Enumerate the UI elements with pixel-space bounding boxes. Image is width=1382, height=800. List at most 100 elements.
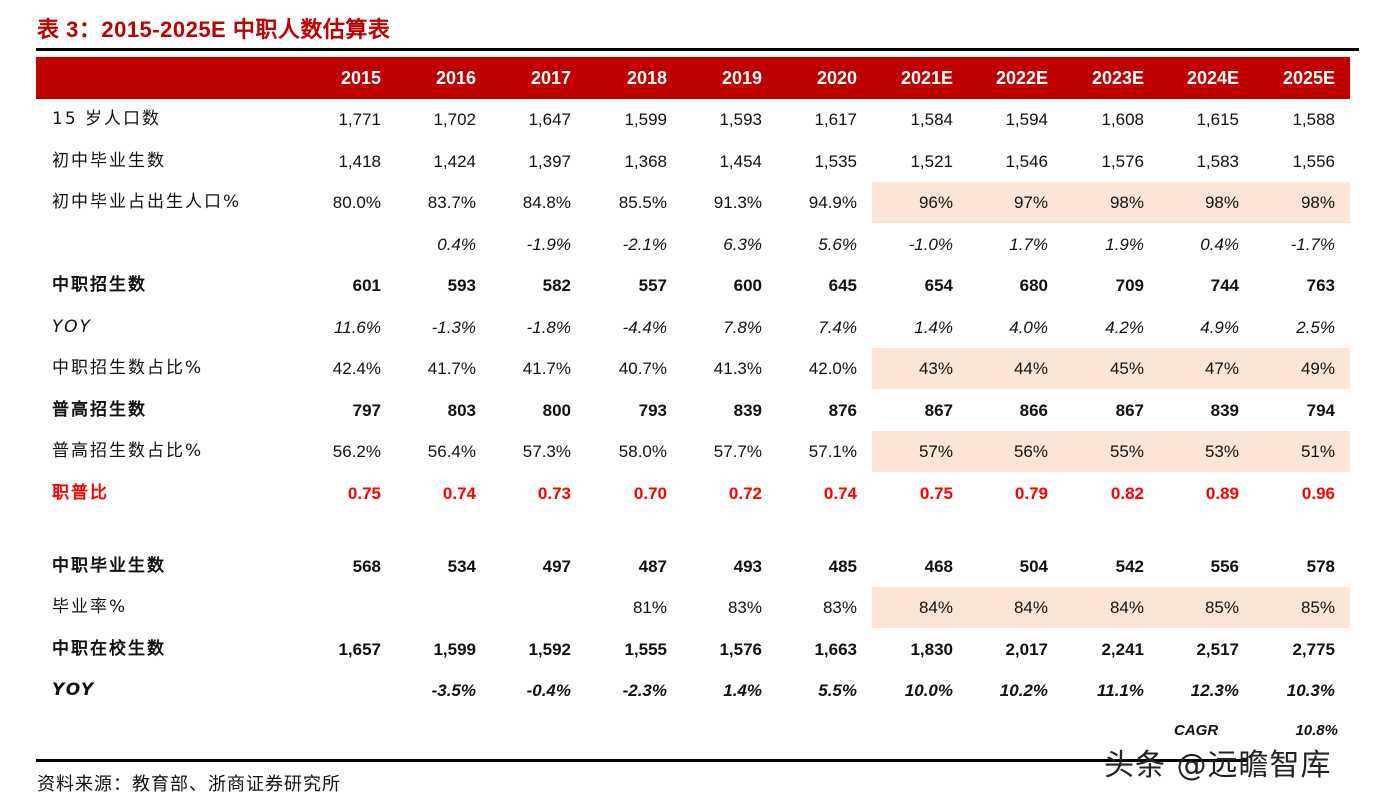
table-cell: 98% — [1109, 193, 1144, 212]
table-cell: 797 — [352, 401, 381, 420]
table-cell: 42.4% — [332, 359, 381, 378]
estimate-highlight — [872, 348, 1350, 389]
table-cell: 2,775 — [1292, 640, 1335, 659]
table-cell: 793 — [638, 401, 667, 420]
table-cell: 1,454 — [719, 152, 762, 171]
table-cell: 1,608 — [1101, 110, 1144, 129]
table-cell: 98% — [1204, 193, 1239, 212]
table-cell — [291, 224, 381, 265]
table-cell: 84% — [918, 598, 953, 617]
table-cell: 2,241 — [1101, 640, 1144, 659]
table-row: 中职在校生数 1,657 1,599 1,592 1,555 1,576 1,663 1,83… — [36, 629, 1350, 670]
table-cell: 557 — [638, 276, 667, 295]
table-cell — [291, 670, 381, 711]
table-cell: -1.8% — [526, 318, 571, 337]
table-cell: 0.73 — [537, 484, 571, 503]
table-row: 普高招生数 797 803 800 793 839 876 867 866 867 839 794 — [36, 390, 1350, 431]
table-cell: 680 — [1019, 276, 1048, 295]
table-cell: 53% — [1204, 442, 1239, 461]
table-cell: 7.4% — [818, 318, 857, 337]
table-row: 毕业率% 81% 83% 83% 84% 84% 84% 85% 85% — [36, 587, 1350, 628]
table-cell: 600 — [733, 276, 762, 295]
table-cell: 6.3% — [723, 235, 762, 254]
table-cell: 12.3% — [1190, 681, 1239, 700]
table-row: 初中毕业生数 1,418 1,424 1,397 1,368 1,454 1,535 1,52… — [36, 141, 1350, 182]
row-label: 中职招生数 — [52, 275, 147, 295]
cagr-value: 10.8% — [1295, 722, 1338, 739]
cagr-label: CAGR — [1174, 722, 1219, 739]
table-cell: -2.3% — [622, 681, 667, 700]
table-cell: 85.5% — [618, 193, 667, 212]
column-header: 2018 — [626, 68, 667, 88]
row-label: 中职毕业生数 — [52, 556, 166, 576]
table-cell: -1.9% — [526, 235, 571, 254]
table-cell: 534 — [447, 557, 476, 576]
table-cell: 51% — [1300, 442, 1335, 461]
table-row: 中职招生数占比% 42.4% 41.7% 41.7% 40.7% 41.3% 42.0% 43… — [36, 348, 1350, 389]
table-cell: 55% — [1109, 442, 1144, 461]
table-row: 中职招生数 601 593 582 557 600 645 654 680 709 744 763 — [36, 265, 1350, 306]
column-header: 2024E — [1186, 68, 1239, 88]
table-cell: 645 — [828, 276, 857, 295]
table-cell: 56.2% — [332, 442, 381, 461]
table-cell: 57.1% — [808, 442, 857, 461]
table-cell: 45% — [1109, 359, 1144, 378]
table-cell: 794 — [1306, 401, 1335, 420]
table-cell: 11.6% — [334, 318, 381, 337]
table-cell: 0.75 — [347, 484, 381, 503]
table-cell: 40.7% — [618, 359, 667, 378]
table-cell: 41.3% — [713, 359, 762, 378]
row-label: YOY — [52, 680, 96, 700]
table-cell: -1.3% — [431, 318, 476, 337]
column-header: 2016 — [435, 68, 476, 88]
table-cell: 97% — [1013, 193, 1048, 212]
table-cell: 556 — [1210, 557, 1239, 576]
table-cell: 1,521 — [910, 152, 953, 171]
column-header: 2019 — [721, 68, 762, 88]
table-cell: 94.9% — [808, 193, 857, 212]
top-divider — [36, 48, 1359, 51]
table-cell: 485 — [828, 557, 857, 576]
column-header: 2015 — [340, 68, 381, 88]
table-cell: 85% — [1204, 598, 1239, 617]
table-cell: 593 — [447, 276, 476, 295]
estimate-highlight — [872, 431, 1350, 472]
table-cell: 763 — [1306, 276, 1335, 295]
table-cell: 4.9% — [1200, 318, 1239, 337]
table-cell: 57.7% — [713, 442, 762, 461]
row-label: 普高招生数 — [52, 400, 147, 420]
table-cell: 10.2% — [999, 681, 1048, 700]
table-cell: 0.70 — [633, 484, 667, 503]
column-header: 2020 — [816, 68, 857, 88]
table-cell: 1,615 — [1196, 110, 1239, 129]
table-cell: 876 — [828, 401, 857, 420]
source-note: 资料来源：教育部、浙商证券研究所 — [37, 774, 341, 795]
watermark: 头条 @远瞻智库 — [1104, 748, 1332, 783]
table-cell: 42.0% — [808, 359, 857, 378]
table-cell: 81% — [632, 598, 667, 617]
table-cell: 10.3% — [1286, 681, 1335, 700]
row-label: 初中毕业占出生人口% — [52, 192, 242, 212]
table-cell: 568 — [352, 557, 381, 576]
table-cell: 0.96 — [1301, 484, 1335, 503]
table-cell: 98% — [1300, 193, 1335, 212]
table-cell: 56% — [1013, 442, 1048, 461]
table-cell: 601 — [352, 276, 381, 295]
table-title: 表 3：2015-2025E 中职人数估算表 — [37, 17, 391, 42]
estimate-highlight — [872, 587, 1350, 628]
table-cell: 1,594 — [1005, 110, 1048, 129]
column-header: 2025E — [1282, 68, 1335, 88]
table-cell: 43% — [918, 359, 953, 378]
table-cell: 1,583 — [1196, 152, 1239, 171]
row-label: 中职在校生数 — [52, 639, 166, 659]
column-header: 2022E — [995, 68, 1048, 88]
row-label: 毕业率% — [52, 597, 128, 617]
table-cell: 56.4% — [427, 442, 476, 461]
table-cell: 96% — [918, 193, 953, 212]
table-cell: 867 — [924, 401, 953, 420]
table-row: 职普比 0.75 0.74 0.73 0.70 0.72 0.74 0.75 0.79 0.82 0… — [36, 473, 1350, 514]
table-cell: 1,397 — [528, 152, 571, 171]
table-cell — [291, 587, 381, 628]
table-cell: 2.5% — [1296, 318, 1335, 337]
table-cell: -3.5% — [431, 681, 476, 700]
